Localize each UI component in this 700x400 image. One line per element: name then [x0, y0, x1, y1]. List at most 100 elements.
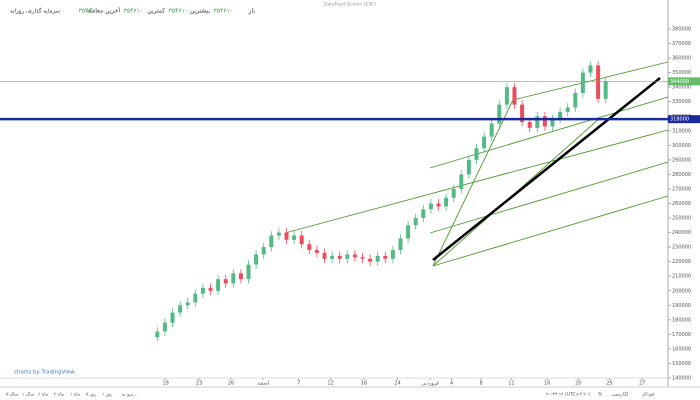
- candle-body: [337, 255, 342, 259]
- ohlc-value: ۳۵۴۶۱۰: [79, 8, 98, 15]
- candle-body: [368, 258, 373, 262]
- goto-button[interactable]: برو به...: [122, 393, 137, 398]
- range-button[interactable]: ۱ سال: [22, 393, 35, 398]
- candle-body: [238, 273, 243, 280]
- candle-body: [588, 65, 593, 73]
- y-tick-label: 370000: [672, 41, 691, 47]
- candle-body: [322, 252, 327, 259]
- y-tick-label: 360000: [672, 56, 691, 62]
- candle-body: [307, 244, 312, 251]
- clock: ۲۰:۴۹:۱۲ (UTC+۳:۳۰): [546, 392, 590, 398]
- x-tick-label: 16: [361, 381, 367, 387]
- watermark: DataFeed Screen (ESC): [324, 2, 376, 8]
- range-button[interactable]: ۶ ماه: [38, 393, 49, 398]
- candle-body: [535, 116, 540, 128]
- range-button[interactable]: ۱ ماه: [70, 393, 81, 398]
- candle-body: [603, 81, 608, 99]
- y-tick-label: 350000: [672, 70, 691, 76]
- candle-body: [261, 247, 266, 255]
- candle-body: [406, 225, 411, 239]
- ohlc-label: باز: [248, 8, 256, 15]
- candle-body: [474, 148, 479, 160]
- candle-body: [451, 188, 456, 198]
- x-tick-label: 16: [544, 381, 550, 387]
- candle-body: [292, 235, 297, 240]
- candle-body: [231, 273, 236, 284]
- option-button[interactable]: %: [598, 392, 603, 398]
- option-button[interactable]: خودکار: [641, 392, 655, 398]
- x-tick-label: 11: [508, 381, 514, 387]
- symbol: سرمایه گذاری، روزانه: [10, 8, 60, 15]
- y-tick-label: 250000: [672, 216, 691, 222]
- y-tick-label: 240000: [672, 230, 691, 236]
- candle-body: [482, 136, 487, 149]
- ohlc-value: ۳۵۴۶۱۰: [124, 8, 143, 15]
- x-tick-label: 27: [639, 381, 645, 387]
- candle-body: [527, 122, 532, 128]
- candle-body: [352, 254, 357, 258]
- candle-body: [246, 264, 251, 280]
- credit: charts by TradingView: [14, 370, 75, 376]
- y-tick-label: 310000: [672, 128, 691, 134]
- y-tick-label: 330000: [672, 99, 691, 105]
- y-tick-label: 230000: [672, 245, 691, 251]
- candle-body: [254, 254, 259, 265]
- candle-body: [155, 331, 160, 338]
- ohlc-value: ۳۵۴۶۱۰: [214, 8, 233, 15]
- candle-body: [383, 255, 388, 259]
- y-tick-label: 380000: [672, 27, 691, 33]
- candle-body: [200, 287, 205, 294]
- candle-body: [573, 92, 578, 108]
- candle-body: [360, 257, 365, 259]
- x-tick-label: 7: [297, 381, 300, 387]
- x-tick-label: 20: [575, 381, 581, 387]
- candle-body: [223, 279, 228, 284]
- candle-body: [436, 203, 441, 207]
- candle-body: [375, 255, 380, 262]
- candle-body: [162, 322, 167, 332]
- candle-body: [444, 197, 449, 207]
- y-tick-label: 160000: [672, 346, 691, 352]
- y-tick-label: 340000: [672, 85, 691, 91]
- candle-body: [170, 312, 175, 323]
- price-label-box: [668, 77, 700, 86]
- candle-body: [497, 104, 502, 124]
- candle-body: [276, 232, 281, 236]
- x-tick-label: 8: [479, 381, 482, 387]
- candle-body: [421, 209, 426, 219]
- ohlc-value: ۳۵۴۶۱۰: [169, 8, 188, 15]
- y-tick-label: 190000: [672, 303, 691, 309]
- range-button[interactable]: ۱ روز: [102, 393, 112, 398]
- candle-body: [512, 87, 517, 105]
- candle-body: [489, 123, 494, 137]
- candle-body: [284, 232, 289, 240]
- x-tick-label: 4: [450, 381, 453, 387]
- range-button[interactable]: ۵ سال: [6, 393, 19, 398]
- candle-body: [504, 87, 509, 105]
- candle-body: [390, 250, 395, 259]
- ohlc-label: آخرین معامله: [87, 6, 121, 15]
- price-label: 318000: [670, 117, 689, 123]
- candle-body: [550, 119, 555, 127]
- range-button[interactable]: ۳ ماه: [54, 392, 65, 398]
- y-tick-label: 220000: [672, 259, 691, 265]
- y-tick-label: 300000: [672, 143, 691, 149]
- candle-body: [345, 254, 350, 259]
- x-tick-label: فروردین: [421, 381, 439, 387]
- candle-body: [299, 235, 304, 245]
- range-button[interactable]: ۵ روز: [86, 393, 96, 398]
- option-button[interactable]: لگاریتمی: [612, 391, 628, 398]
- y-tick-label: 170000: [672, 332, 691, 338]
- candle-body: [558, 111, 563, 120]
- candle-body: [520, 104, 525, 123]
- candle-body: [580, 72, 585, 93]
- x-tick-label: اسفند: [257, 381, 269, 387]
- y-tick-label: 270000: [672, 186, 691, 192]
- candle-body: [208, 287, 213, 291]
- y-tick-label: 150000: [672, 361, 691, 367]
- candle-body: [398, 238, 403, 251]
- candle-body: [466, 159, 471, 175]
- x-tick-label: 12: [327, 381, 333, 387]
